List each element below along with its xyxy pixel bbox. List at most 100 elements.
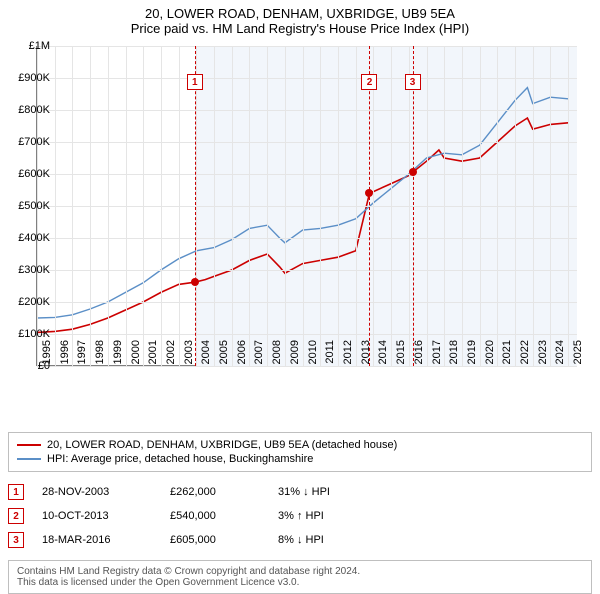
- y-axis-label: £600K: [10, 168, 50, 180]
- y-axis-label: £400K: [10, 232, 50, 244]
- x-axis-label: 2010: [307, 340, 319, 370]
- x-axis-label: 2000: [130, 340, 142, 370]
- x-axis-label: 2017: [431, 340, 443, 370]
- x-gridline: [108, 46, 109, 366]
- x-axis-label: 2005: [218, 340, 230, 370]
- x-gridline: [90, 46, 91, 366]
- legend-label: HPI: Average price, detached house, Buck…: [47, 453, 313, 465]
- x-gridline: [391, 46, 392, 366]
- y-gridline: [37, 302, 577, 303]
- x-axis-label: 2022: [519, 340, 531, 370]
- chart-plot: 1995199619971998199920002001200220032004…: [36, 46, 576, 366]
- y-gridline: [37, 142, 577, 143]
- event-row: 3 18-MAR-2016 £605,000 8% ↓ HPI: [8, 528, 592, 552]
- y-axis-label: £900K: [10, 72, 50, 84]
- event-row: 2 10-OCT-2013 £540,000 3% ↑ HPI: [8, 504, 592, 528]
- title-address: 20, LOWER ROAD, DENHAM, UXBRIDGE, UB9 5E…: [0, 6, 600, 21]
- title-block: 20, LOWER ROAD, DENHAM, UXBRIDGE, UB9 5E…: [0, 0, 600, 38]
- x-axis-label: 1997: [76, 340, 88, 370]
- y-axis-label: £0: [10, 360, 50, 372]
- y-axis-label: £200K: [10, 296, 50, 308]
- x-gridline: [427, 46, 428, 366]
- x-axis-label: 2008: [271, 340, 283, 370]
- x-axis-label: 2012: [342, 340, 354, 370]
- x-axis-label: 2020: [484, 340, 496, 370]
- event-line: [413, 46, 414, 366]
- x-axis-label: 2015: [395, 340, 407, 370]
- event-marker-box: 2: [361, 74, 377, 90]
- event-marker-box: 3: [405, 74, 421, 90]
- x-gridline: [497, 46, 498, 366]
- chart-area: 1995199619971998199920002001200220032004…: [36, 46, 596, 386]
- x-axis-label: 2009: [289, 340, 301, 370]
- y-axis-label: £1M: [10, 40, 50, 52]
- event-date: 28-NOV-2003: [42, 486, 152, 498]
- x-gridline: [444, 46, 445, 366]
- x-gridline: [515, 46, 516, 366]
- y-gridline: [37, 270, 577, 271]
- footer-line: This data is licensed under the Open Gov…: [17, 577, 583, 588]
- x-axis-label: 2011: [324, 340, 336, 370]
- x-gridline: [249, 46, 250, 366]
- x-axis-label: 2004: [200, 340, 212, 370]
- event-diff: 3% ↑ HPI: [278, 510, 368, 522]
- event-date: 10-OCT-2013: [42, 510, 152, 522]
- x-axis-label: 2023: [537, 340, 549, 370]
- y-axis-label: £800K: [10, 104, 50, 116]
- x-gridline: [480, 46, 481, 366]
- x-gridline: [267, 46, 268, 366]
- y-axis-label: £100K: [10, 328, 50, 340]
- event-marker-box: 2: [8, 508, 24, 524]
- y-axis-label: £300K: [10, 264, 50, 276]
- event-price: £540,000: [170, 510, 260, 522]
- x-axis-label: 2007: [253, 340, 265, 370]
- x-axis-label: 2019: [466, 340, 478, 370]
- x-axis-label: 2021: [501, 340, 513, 370]
- x-gridline: [214, 46, 215, 366]
- footer-box: Contains HM Land Registry data © Crown c…: [8, 560, 592, 594]
- x-axis-label: 1996: [59, 340, 71, 370]
- event-marker-box: 3: [8, 532, 24, 548]
- x-axis-label: 2025: [572, 340, 584, 370]
- x-gridline: [550, 46, 551, 366]
- event-date: 18-MAR-2016: [42, 534, 152, 546]
- y-gridline: [37, 238, 577, 239]
- x-gridline: [303, 46, 304, 366]
- legend-swatch: [17, 458, 41, 460]
- x-gridline: [462, 46, 463, 366]
- price-marker: [191, 278, 199, 286]
- events-table: 1 28-NOV-2003 £262,000 31% ↓ HPI 2 10-OC…: [8, 480, 592, 552]
- x-gridline: [356, 46, 357, 366]
- x-axis-label: 2003: [183, 340, 195, 370]
- event-line: [369, 46, 370, 366]
- x-axis-label: 1999: [112, 340, 124, 370]
- x-axis-label: 2016: [413, 340, 425, 370]
- x-axis-label: 2002: [165, 340, 177, 370]
- event-marker-box: 1: [8, 484, 24, 500]
- y-gridline: [37, 206, 577, 207]
- x-gridline: [196, 46, 197, 366]
- event-row: 1 28-NOV-2003 £262,000 31% ↓ HPI: [8, 480, 592, 504]
- legend-row: 20, LOWER ROAD, DENHAM, UXBRIDGE, UB9 5E…: [17, 438, 583, 452]
- x-gridline: [72, 46, 73, 366]
- x-gridline: [533, 46, 534, 366]
- x-gridline: [338, 46, 339, 366]
- legend-swatch: [17, 444, 41, 446]
- event-price: £605,000: [170, 534, 260, 546]
- event-diff: 8% ↓ HPI: [278, 534, 368, 546]
- x-axis-label: 1998: [94, 340, 106, 370]
- x-gridline: [232, 46, 233, 366]
- x-gridline: [409, 46, 410, 366]
- x-axis-label: 2001: [147, 340, 159, 370]
- x-axis-label: 2014: [377, 340, 389, 370]
- x-gridline: [285, 46, 286, 366]
- x-gridline: [179, 46, 180, 366]
- x-gridline: [126, 46, 127, 366]
- page-root: 20, LOWER ROAD, DENHAM, UXBRIDGE, UB9 5E…: [0, 0, 600, 590]
- y-gridline: [37, 334, 577, 335]
- x-gridline: [568, 46, 569, 366]
- title-subtitle: Price paid vs. HM Land Registry's House …: [0, 21, 600, 36]
- event-marker-box: 1: [187, 74, 203, 90]
- y-gridline: [37, 174, 577, 175]
- y-axis-label: £500K: [10, 200, 50, 212]
